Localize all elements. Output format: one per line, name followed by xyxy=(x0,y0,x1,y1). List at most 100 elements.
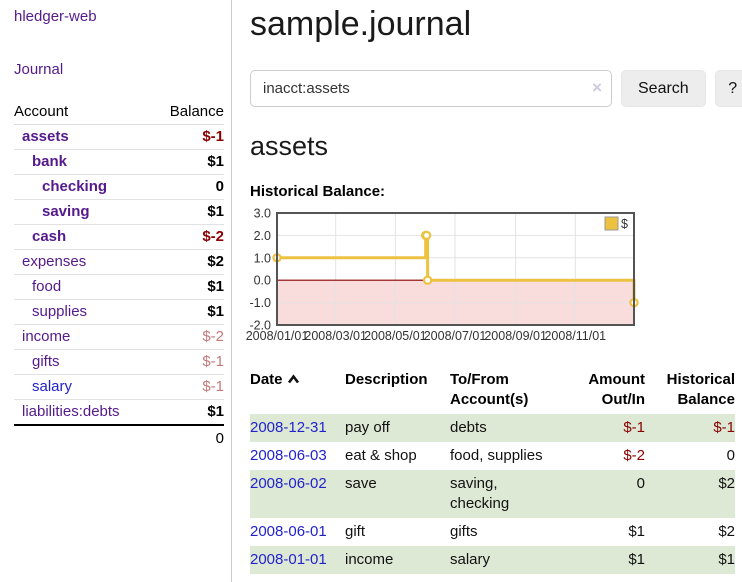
register-header-accounts: To/From Account(s) xyxy=(450,368,568,414)
search-input-wrap: × xyxy=(250,70,612,107)
accounts-total-row: 0 xyxy=(14,425,224,452)
account-heading: assets xyxy=(250,131,742,162)
account-link[interactable]: saving xyxy=(42,203,90,220)
transaction-accounts: salary xyxy=(450,546,568,574)
transaction-amount: $1 xyxy=(568,546,645,574)
account-link[interactable]: liabilities:debts xyxy=(22,403,120,420)
transaction-description: income xyxy=(345,546,450,574)
account-row: bank $1 xyxy=(14,150,224,175)
register-header-date-label: Date xyxy=(250,371,283,388)
register-header-description: Description xyxy=(345,368,450,414)
account-link[interactable]: expenses xyxy=(22,253,86,270)
account-balance: $-1 xyxy=(153,350,224,375)
transaction-date-link[interactable]: 2008-06-02 xyxy=(250,475,327,492)
account-link[interactable]: assets xyxy=(22,128,69,145)
data-point-marker xyxy=(423,232,430,239)
register-row: 2008-06-01giftgifts$1$2 xyxy=(250,518,735,546)
y-tick-label: -1.0 xyxy=(249,296,271,310)
register-header-date[interactable]: Date xyxy=(250,368,345,414)
account-balance: $1 xyxy=(153,300,224,325)
transaction-balance: $-1 xyxy=(645,414,735,442)
clear-search-icon[interactable]: × xyxy=(592,77,602,99)
account-link[interactable]: food xyxy=(32,278,61,295)
app-title-link[interactable]: hledger-web xyxy=(14,8,97,25)
transaction-balance: 0 xyxy=(645,442,735,470)
x-tick-label: 2008/01/01 xyxy=(246,329,309,343)
account-row: assets$-1 xyxy=(14,125,224,150)
register-header-row: Date Description To/From Account(s) Amou… xyxy=(250,368,735,414)
account-balance: $-1 xyxy=(153,375,224,400)
accounts-table-body: assets$-1bank$1checking0saving$1cash$-2e… xyxy=(14,125,224,426)
account-link[interactable]: bank xyxy=(32,153,67,170)
account-row: cash $-2 xyxy=(14,225,224,250)
account-link[interactable]: cash xyxy=(32,228,66,245)
account-balance: $1 xyxy=(153,275,224,300)
register-row: 2008-06-03eat & shopfood, supplies$-20 xyxy=(250,442,735,470)
accounts-header-account: Account xyxy=(14,100,153,125)
x-tick-label: 2008/03/01 xyxy=(304,329,367,343)
sort-asc-icon xyxy=(287,371,300,391)
transaction-amount: 0 xyxy=(568,470,645,518)
account-row: checking0 xyxy=(14,175,224,200)
account-row: liabilities:debts $1 xyxy=(14,400,224,426)
legend-swatch xyxy=(605,217,618,230)
register-header-balance: Historical Balance xyxy=(645,368,735,414)
x-tick-label: 2008/05/01 xyxy=(364,329,427,343)
transaction-accounts: gifts xyxy=(450,518,568,546)
chart-wrap: $3.02.01.00.0-1.0-2.02008/01/012008/03/0… xyxy=(244,207,742,353)
account-row: expenses $2 xyxy=(14,250,224,275)
transaction-description: eat & shop xyxy=(345,442,450,470)
transaction-balance: $1 xyxy=(645,546,735,574)
register-row: 2008-01-01incomesalary$1$1 xyxy=(250,546,735,574)
nav-journal: Journal xyxy=(14,61,224,78)
x-tick-label: 2008/11/01 xyxy=(544,329,606,343)
accounts-header-balance: Balance xyxy=(153,100,224,125)
page-title: sample.journal xyxy=(250,4,742,44)
sidebar: hledger-web Journal Account Balance asse… xyxy=(0,0,232,582)
account-link[interactable]: supplies xyxy=(32,303,87,320)
account-balance: $-2 xyxy=(153,225,224,250)
account-row: food $1 xyxy=(14,275,224,300)
account-link[interactable]: checking xyxy=(42,178,107,195)
search-input[interactable] xyxy=(250,70,612,107)
register-table: Date Description To/From Account(s) Amou… xyxy=(250,368,735,574)
account-link[interactable]: salary xyxy=(32,378,72,395)
y-tick-label: 1.0 xyxy=(254,251,271,265)
account-balance: $1 xyxy=(153,150,224,175)
account-balance: $1 xyxy=(153,400,224,426)
transaction-accounts: saving, checking xyxy=(450,470,568,518)
accounts-table: Account Balance assets$-1bank$1checking0… xyxy=(14,100,224,452)
legend-label: $ xyxy=(621,217,628,231)
account-row: gifts $-1 xyxy=(14,350,224,375)
register-table-body: 2008-12-31pay offdebts$-1$-12008-06-03ea… xyxy=(250,414,735,574)
account-link[interactable]: income xyxy=(22,328,70,345)
transaction-date-link[interactable]: 2008-06-03 xyxy=(250,447,327,464)
nav-journal-link[interactable]: Journal xyxy=(14,61,63,78)
transaction-amount: $-1 xyxy=(568,414,645,442)
transaction-date-link[interactable]: 2008-01-01 xyxy=(250,551,327,568)
transaction-date-link[interactable]: 2008-06-01 xyxy=(250,523,327,540)
help-button[interactable]: ? xyxy=(715,70,742,107)
account-balance: $2 xyxy=(153,250,224,275)
transaction-accounts: debts xyxy=(450,414,568,442)
transaction-description: gift xyxy=(345,518,450,546)
account-balance: $-2 xyxy=(153,325,224,350)
transaction-balance: $2 xyxy=(645,518,735,546)
historical-balance-chart: $3.02.01.00.0-1.0-2.02008/01/012008/03/0… xyxy=(244,207,664,349)
register-header-amount: Amount Out/In xyxy=(568,368,645,414)
register-row: 2008-12-31pay offdebts$-1$-1 xyxy=(250,414,735,442)
search-button[interactable]: Search xyxy=(621,70,706,107)
transaction-date-link[interactable]: 2008-12-31 xyxy=(250,419,327,436)
accounts-total-balance: 0 xyxy=(153,425,224,452)
account-row: salary $-1 xyxy=(14,375,224,400)
y-tick-label: 2.0 xyxy=(254,229,271,243)
account-row: saving $1 xyxy=(14,200,224,225)
transaction-description: save xyxy=(345,470,450,518)
transaction-description: pay off xyxy=(345,414,450,442)
search-form: × Search ? xyxy=(250,70,742,107)
account-balance: $1 xyxy=(153,200,224,225)
main-content: sample.journal × Search ? assets Histori… xyxy=(232,0,742,582)
account-link[interactable]: gifts xyxy=(32,353,60,370)
account-row: income $-2 xyxy=(14,325,224,350)
account-row: supplies $1 xyxy=(14,300,224,325)
